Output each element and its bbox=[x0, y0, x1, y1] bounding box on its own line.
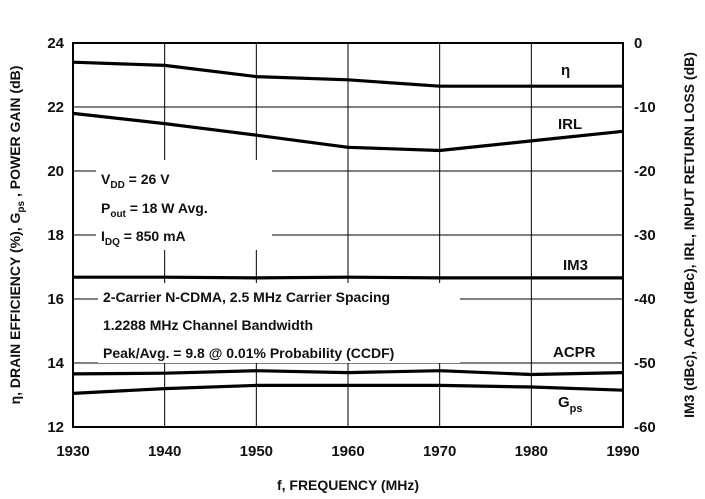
y-left-tick-22: 22 bbox=[47, 99, 64, 116]
x-tick-1970: 1970 bbox=[423, 443, 456, 460]
series-lines bbox=[72, 60, 624, 395]
series-label-eta: η bbox=[561, 62, 570, 79]
series-label-im3: IM3 bbox=[563, 257, 588, 274]
conditions-box-bg bbox=[96, 160, 272, 250]
y-left-axis-label: η, DRAIN EFFICIENCY (%), Gps , POWER GAI… bbox=[7, 66, 27, 405]
pout-annotation: Pout = 18 W Avg. bbox=[101, 200, 208, 220]
y-right-axis-label: IM3 (dBc), ACPR (dBc), IRL, INPUT RETURN… bbox=[681, 52, 697, 418]
y-right-tick--20: -20 bbox=[634, 163, 656, 180]
y-left-tick-20: 20 bbox=[47, 163, 64, 180]
y-right-tick--30: -30 bbox=[634, 227, 656, 244]
signal-annotation-line2: 1.2288 MHz Channel Bandwidth bbox=[103, 317, 313, 333]
idq-annotation: IDQ = 850 mA bbox=[101, 228, 186, 248]
x-tick-1960: 1960 bbox=[331, 443, 364, 460]
y-left-tick-18: 18 bbox=[47, 227, 64, 244]
y-right-tick--10: -10 bbox=[634, 99, 656, 116]
y-right-tick--60: -60 bbox=[634, 419, 656, 436]
series-line-gps bbox=[72, 383, 624, 395]
y-left-tick-labels: 12 14 16 18 20 22 24 bbox=[47, 35, 64, 436]
series-line-acpr bbox=[72, 369, 624, 377]
y-left-tick-24: 24 bbox=[47, 35, 64, 52]
series-line-eta bbox=[72, 60, 623, 88]
plot-area-frame bbox=[72, 42, 624, 428]
x-tick-labels: 1930 1940 1950 1960 1970 1980 1990 bbox=[56, 443, 639, 460]
signal-box-bg bbox=[98, 283, 460, 363]
y-right-tick--40: -40 bbox=[634, 291, 656, 308]
y-right-tick--50: -50 bbox=[634, 355, 656, 372]
series-line-irl bbox=[72, 111, 624, 153]
y-left-tick-14: 14 bbox=[47, 355, 64, 372]
series-line-im3 bbox=[73, 275, 623, 280]
y-right-tick-labels: -60 -50 -40 -30 -20 -10 0 bbox=[634, 35, 656, 436]
series-label-gps: Gps bbox=[558, 394, 583, 415]
x-tick-1940: 1940 bbox=[148, 443, 181, 460]
series-label-irl: IRL bbox=[558, 116, 582, 133]
signal-annotation-line1: 2-Carrier N-CDMA, 2.5 MHz Carrier Spacin… bbox=[103, 289, 390, 305]
x-tick-1980: 1980 bbox=[515, 443, 548, 460]
x-tick-1930: 1930 bbox=[56, 443, 89, 460]
x-axis-label: f, FREQUENCY (MHz) bbox=[277, 477, 419, 493]
y-right-tick-0: 0 bbox=[634, 35, 642, 52]
signal-annotation-line3: Peak/Avg. = 9.8 @ 0.01% Probability (CCD… bbox=[103, 345, 394, 361]
x-tick-1990: 1990 bbox=[606, 443, 639, 460]
x-tick-1950: 1950 bbox=[240, 443, 273, 460]
y-left-tick-16: 16 bbox=[47, 291, 64, 308]
y-left-tick-12: 12 bbox=[47, 419, 64, 436]
series-label-acpr: ACPR bbox=[553, 344, 596, 361]
